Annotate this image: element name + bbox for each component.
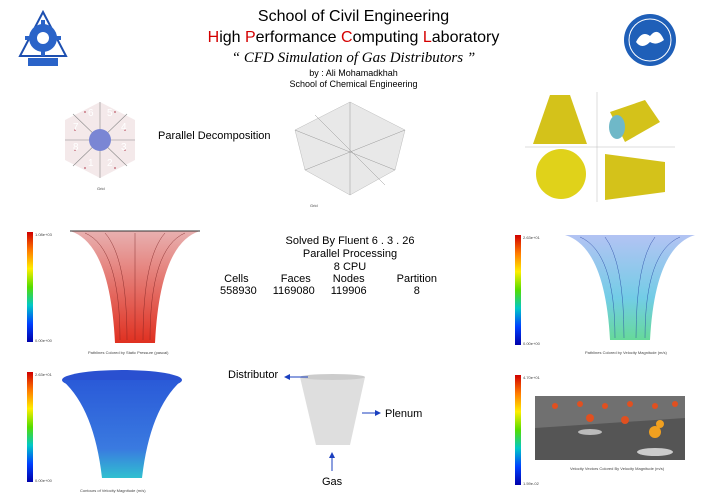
four-view-panel [525, 92, 675, 202]
decomposition-label: Parallel Decomposition [158, 130, 271, 142]
contour-min: 0.00e+00 [35, 478, 52, 483]
part-label-3: 3 [121, 142, 127, 153]
stats-header-partition: Partition [396, 273, 437, 285]
part-label-2: 2 [107, 158, 113, 169]
grid-caption-left: Grid [97, 186, 105, 191]
partition-labels: 6 5 7 4 8 3 1 2 [55, 100, 145, 180]
vectors-colorbar [515, 375, 521, 485]
school: School of Chemical Engineering [289, 79, 418, 89]
solver-line1: Solved By Fluent 6 . 3 . 26 [285, 235, 415, 247]
cap-c: C [341, 29, 353, 46]
rest-h: igh [219, 29, 245, 46]
part-label-6: 6 [88, 108, 94, 119]
pressure-colorbar [27, 232, 33, 342]
grid-caption-right: Grid [310, 203, 318, 208]
author: by : Ali Mohamadkhah [309, 68, 398, 78]
rest-c: omputing [352, 29, 423, 46]
part-label-1: 1 [88, 158, 94, 169]
header-line2: High Performance Computing Laboratory [0, 29, 707, 47]
vectors-caption: Velocity Vectors Colored By Velocity Mag… [570, 466, 665, 471]
solver-line3: 8 CPU [333, 261, 367, 273]
stats-table: Cells Faces Nodes Partition 558930 11690… [220, 273, 447, 297]
contour-caption: Contours of Velocity Magnitude (m/s) [80, 488, 146, 493]
velocity-colorbar [515, 235, 521, 345]
cap-h: H [207, 29, 220, 46]
velocity-max: 2.63e+01 [523, 235, 540, 240]
solver-info: Solved By Fluent 6 . 3 . 26 Parallel Pro… [200, 235, 500, 274]
subtitle: “ CFD Simulation of Gas Distributors ” [231, 50, 476, 66]
contour-max: 2.63e+01 [35, 372, 52, 377]
stats-value-faces: 1169080 [272, 285, 315, 297]
cap-l: L [422, 29, 432, 46]
stats-header-cells: Cells [224, 273, 249, 285]
vectors-plot [535, 388, 685, 460]
partition-diagram [55, 100, 145, 180]
rest-l: aboratory [431, 29, 500, 46]
left-logo [18, 9, 68, 68]
contour-plot [60, 368, 185, 483]
stats-header-faces: Faces [280, 273, 311, 285]
stats-value-partition: 8 [413, 285, 420, 297]
vectors-max: 4.70e+01 [523, 375, 540, 380]
part-label-4: 4 [121, 122, 127, 133]
solver-line2: Parallel Processing [302, 248, 398, 260]
part-label-8: 8 [73, 142, 79, 153]
distributor-label: Distributor [228, 369, 279, 381]
cap-p: P [244, 29, 256, 46]
contour-colorbar [27, 372, 33, 482]
stats-value-nodes: 119906 [330, 285, 367, 297]
part-label-5: 5 [107, 108, 113, 119]
velocity-min: 0.00e+00 [523, 341, 540, 346]
pressure-max: 1.08e+03 [35, 232, 52, 237]
pressure-caption: Pathlines Colored by Static Pressure (pa… [88, 350, 169, 355]
header-line1: School of Civil Engineering [257, 8, 450, 25]
mesh-3d [285, 100, 415, 200]
vectors-min: 1.59e-02 [523, 481, 539, 486]
velocity-caption: Pathlines Colored by Velocity Magnitude … [585, 350, 667, 355]
stats-header-nodes: Nodes [332, 273, 365, 285]
stats-value-cells: 558930 [220, 285, 257, 297]
velocity-pathlines [560, 232, 700, 344]
pressure-min: 0.00e+00 [35, 338, 52, 343]
right-logo [622, 12, 678, 68]
gas-label: Gas [322, 476, 343, 488]
schematic [280, 365, 430, 475]
pressure-pathlines [65, 228, 205, 348]
part-label-7: 7 [73, 122, 79, 133]
plenum-label: Plenum [385, 408, 423, 420]
rest-p: erformance [255, 29, 342, 46]
